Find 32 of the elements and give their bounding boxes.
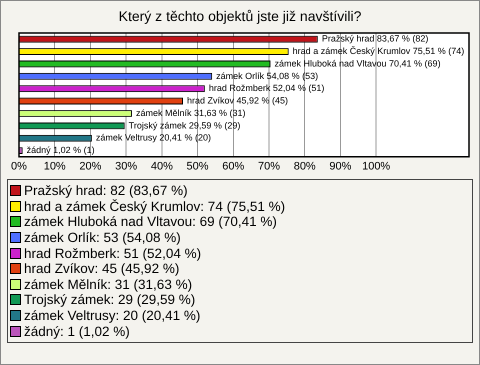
legend-label: zámek Mělník: 31 (31,63 %) (24, 276, 192, 292)
x-tick-label: 0% (11, 160, 28, 172)
x-tick-label: 100% (362, 160, 390, 172)
legend-label: Trojský zámek: 29 (29,59 %) (24, 292, 196, 308)
legend-label: hrad Rožmberk: 51 (52,04 %) (24, 246, 202, 261)
data-label: žádný 1,02 % (1) (26, 145, 95, 156)
legend-label: zámek Orlík: 53 (54,08 %) (24, 230, 181, 246)
data-label: zámek Mělník 31,63 % (31) (136, 108, 246, 118)
data-label: zámek Orlík 54,08 % (53) (216, 70, 318, 81)
x-tick-label: 60% (222, 160, 245, 172)
data-label: hrad Zvíkov 45,92 % (45) (187, 96, 288, 106)
legend-label: hrad a zámek Český Krumlov: 74 (75,51 %) (24, 198, 286, 214)
x-tick-label: 80% (294, 160, 316, 172)
x-tick-label: 50% (186, 160, 209, 172)
legend-label: Pražský hrad: 82 (83,67 %) (24, 183, 188, 198)
x-tick-label: 70% (258, 160, 280, 172)
x-tick-label: 40% (150, 160, 174, 172)
x-tick-label: 90% (329, 160, 352, 172)
data-label: Pražský hrad 83,67 % (82) (322, 34, 428, 44)
chart-title: Který z těchto objektů jste již navštívili? (118, 8, 362, 26)
data-label: zámek Veltrusy 20,41 % (20) (96, 132, 211, 143)
data-label: hrad a zámek Český Krumlov 75,51 % (74) (292, 46, 464, 56)
legend-label: zámek Hluboká nad Vltavou: 69 (70,41 %) (24, 214, 277, 230)
x-tick-label: 10% (44, 160, 66, 172)
legend-label: zámek Veltrusy: 20 (20,41 %) (24, 308, 200, 324)
x-tick-label: 30% (115, 160, 138, 172)
legend-label: žádný: 1 (1,02 %) (24, 324, 130, 339)
x-tick-label: 20% (79, 160, 102, 172)
data-label: zámek Hluboká nad Vltavou 70,41 % (69) (274, 58, 441, 68)
data-label: Trojský zámek 29,59 % (29) (128, 120, 240, 130)
data-label: hrad Rožmberk 52,04 % (51) (208, 83, 324, 94)
legend-label: hrad Zvíkov: 45 (45,92 %) (24, 261, 180, 276)
